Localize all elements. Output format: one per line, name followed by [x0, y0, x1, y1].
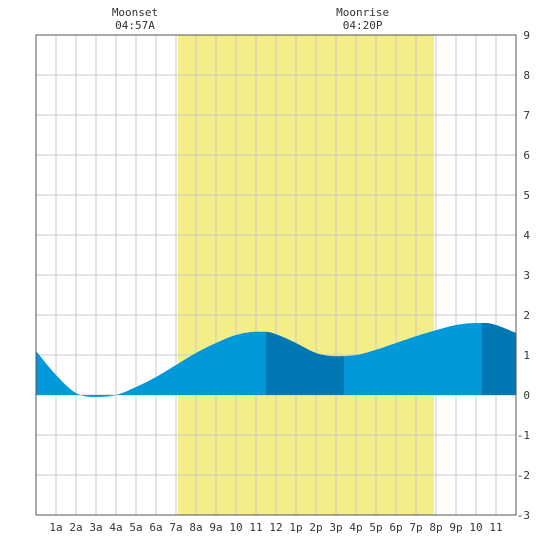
- y-tick-label: 7: [523, 109, 530, 122]
- annotation-title: Moonrise: [336, 6, 389, 19]
- y-tick-label: -3: [517, 509, 530, 522]
- y-tick-label: 2: [523, 309, 530, 322]
- x-tick-label: 3p: [329, 521, 342, 534]
- tide-area-segment: [266, 331, 344, 395]
- y-tick-label: 4: [523, 229, 530, 242]
- x-tick-label: 4p: [349, 521, 362, 534]
- x-tick-label: 3a: [89, 521, 102, 534]
- y-tick-label: -1: [517, 429, 530, 442]
- x-tick-label: 2p: [309, 521, 322, 534]
- annotation-title: Moonset: [112, 6, 158, 19]
- x-tick-label: 12: [269, 521, 282, 534]
- x-tick-label: 1p: [289, 521, 302, 534]
- y-tick-label: 1: [523, 349, 530, 362]
- y-tick-label: 9: [523, 29, 530, 42]
- x-tick-label: 7p: [409, 521, 422, 534]
- tide-area-segment: [482, 323, 516, 395]
- y-tick-label: 5: [523, 189, 530, 202]
- y-tick-label: 8: [523, 69, 530, 82]
- y-tick-label: -2: [517, 469, 530, 482]
- x-tick-label: 11: [489, 521, 502, 534]
- x-tick-label: 7a: [169, 521, 182, 534]
- x-tick-label: 1a: [49, 521, 62, 534]
- x-tick-label: 9p: [449, 521, 462, 534]
- x-tick-label: 6a: [149, 521, 162, 534]
- y-tick-label: 0: [523, 389, 530, 402]
- x-tick-label: 4a: [109, 521, 122, 534]
- annotation-time: 04:57A: [115, 19, 155, 32]
- y-tick-label: 3: [523, 269, 530, 282]
- tide-area-segment: [36, 331, 266, 397]
- x-tick-label: 11: [249, 521, 262, 534]
- tide-area-segment: [344, 323, 482, 395]
- x-tick-label: 6p: [389, 521, 402, 534]
- x-tick-label: 8a: [189, 521, 202, 534]
- x-tick-label: 9a: [209, 521, 222, 534]
- x-tick-label: 10: [469, 521, 482, 534]
- y-tick-label: 6: [523, 149, 530, 162]
- x-tick-label: 2a: [69, 521, 82, 534]
- x-tick-label: 8p: [429, 521, 442, 534]
- annotation-time: 04:20P: [343, 19, 383, 32]
- x-tick-label: 10: [229, 521, 242, 534]
- plot-border: [35, 34, 517, 516]
- x-tick-label: 5p: [369, 521, 382, 534]
- x-tick-label: 5a: [129, 521, 142, 534]
